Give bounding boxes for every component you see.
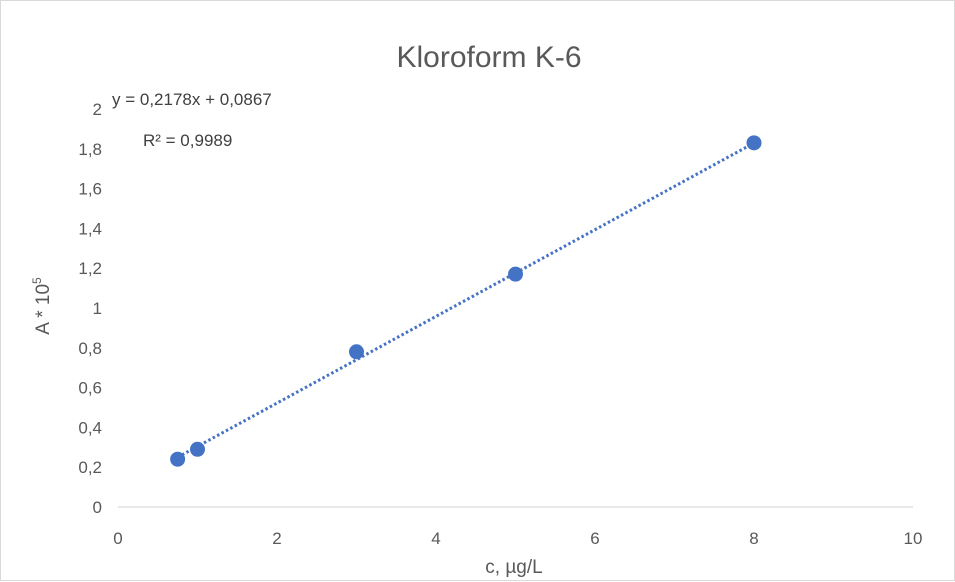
chart-title: Kloroform K-6 bbox=[396, 41, 581, 74]
y-axis-title: A * 105 bbox=[30, 277, 54, 335]
y-tick-label: 1,8 bbox=[78, 140, 102, 159]
x-tick-label: 10 bbox=[904, 529, 923, 548]
y-tick-label: 1,6 bbox=[78, 180, 102, 199]
x-tick-labels: 0 2 4 6 8 10 bbox=[113, 529, 922, 548]
data-point bbox=[508, 266, 523, 282]
y-tick-label: 0,8 bbox=[78, 339, 102, 358]
x-tick-label: 6 bbox=[590, 529, 599, 548]
y-tick-label: 1 bbox=[93, 299, 102, 318]
y-axis-title-exponent: 5 bbox=[30, 277, 44, 284]
data-points bbox=[170, 135, 762, 467]
data-point bbox=[349, 344, 364, 360]
x-tick-label: 0 bbox=[113, 529, 122, 548]
trendline-equation: y = 0,2178x + 0,0867 bbox=[112, 90, 272, 109]
trendline bbox=[176, 141, 755, 459]
y-tick-label: 0,4 bbox=[78, 418, 102, 437]
y-tick-label: 0,2 bbox=[78, 458, 102, 477]
y-tick-labels: 0 0,2 0,4 0,6 0,8 1 1,2 1,4 1,6 1,8 2 bbox=[78, 100, 102, 517]
y-axis-title-main: A * 10 bbox=[33, 284, 54, 335]
x-tick-label: 4 bbox=[431, 529, 440, 548]
y-tick-label: 0,6 bbox=[78, 379, 102, 398]
y-tick-label: 0 bbox=[93, 498, 102, 517]
x-tick-label: 2 bbox=[272, 529, 281, 548]
data-point bbox=[190, 441, 205, 457]
y-tick-label: 1,2 bbox=[78, 259, 102, 278]
y-tick-label: 2 bbox=[93, 100, 102, 119]
data-point bbox=[746, 135, 762, 151]
y-tick-label: 1,4 bbox=[78, 219, 102, 238]
x-tick-label: 8 bbox=[749, 529, 758, 548]
data-point bbox=[170, 451, 186, 467]
x-axis-title: c, µg/L bbox=[485, 557, 542, 578]
r-squared-label: R² = 0,9989 bbox=[143, 131, 232, 150]
